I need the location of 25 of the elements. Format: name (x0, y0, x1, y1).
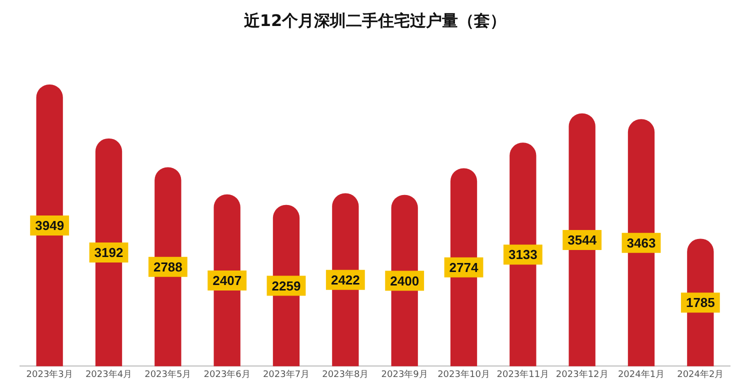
data-label: 2407 (212, 273, 242, 288)
x-tick-label: 2023年8月 (322, 368, 369, 380)
data-label: 3949 (35, 218, 64, 234)
x-tick-label: 2023年10月 (438, 368, 490, 380)
data-label: 1785 (686, 295, 715, 310)
data-label: 3133 (508, 247, 538, 262)
data-label: 2422 (330, 272, 360, 288)
x-tick-label: 2023年5月 (144, 368, 192, 380)
x-tick-label: 2024年2月 (677, 368, 724, 380)
x-tick-label: 2023年11月 (496, 368, 550, 380)
data-label: 2400 (390, 273, 420, 288)
x-tick-label: 2024年1月 (618, 368, 665, 380)
data-label: 2774 (449, 260, 479, 275)
data-label: 3463 (626, 235, 656, 250)
x-tick-label: 2023年12月 (556, 368, 608, 380)
x-tick-label: 2023年3月 (26, 368, 73, 380)
data-label: 2788 (153, 259, 182, 274)
x-tick-label: 2023年7月 (262, 368, 310, 380)
x-tick-label: 2023年6月 (204, 368, 250, 380)
data-label: 3544 (568, 232, 598, 248)
x-tick-label: 2023年9月 (381, 368, 428, 380)
chart-title: 近12个月深圳二手住宅过户量（套） (242, 10, 506, 30)
x-tick-label: 2023年4月 (85, 368, 132, 380)
data-label: 3192 (94, 245, 124, 260)
data-label: 2259 (272, 278, 301, 294)
